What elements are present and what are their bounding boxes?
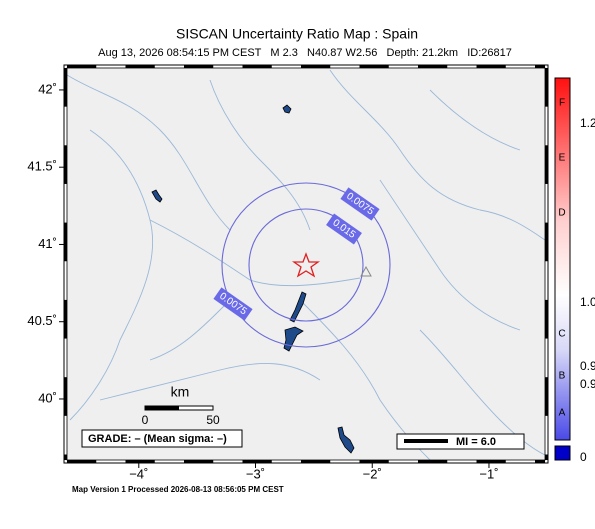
scale-start: 0: [142, 413, 149, 427]
colorbar-number: 0.9: [580, 377, 595, 391]
colorbar-letter: A: [559, 408, 566, 419]
scale-unit: km: [171, 384, 190, 400]
frame-segment: [476, 460, 506, 463]
contour-label-box: [213, 287, 253, 321]
y-tick-label: 41˚: [38, 236, 57, 251]
frame-segment: [184, 460, 214, 463]
frame-segment: [125, 65, 155, 68]
colorbar-letter: E: [559, 153, 566, 164]
scale-bar: km 0 50: [142, 384, 220, 427]
colorbar-letter: D: [558, 208, 565, 219]
frame-segment: [418, 460, 448, 463]
contour-outer: [221, 182, 391, 348]
y-tick-label: 40.5˚: [27, 313, 57, 328]
frame-segment: [64, 145, 67, 184]
frame-segment: [359, 460, 389, 463]
x-tick-label: −3˚: [246, 466, 265, 481]
colorbar-letter: C: [558, 329, 565, 340]
frame-segment: [535, 65, 545, 68]
scale-bar-fill: [145, 406, 179, 410]
colorbar-letter: B: [559, 371, 566, 382]
frame-segment: [125, 460, 155, 463]
frame-segment: [545, 222, 548, 262]
contour-inner: [248, 208, 364, 322]
y-tick-label: 42˚: [38, 81, 57, 96]
colorbar-number: 0.9: [580, 359, 595, 373]
frame-segment: [242, 65, 272, 68]
colorbar-swatch: [554, 445, 571, 461]
colorbar-number: 1.0: [580, 295, 595, 309]
frame-segment: [301, 65, 331, 68]
footer: Map Version 1 Processed 2026-08-13 08:56…: [72, 485, 284, 494]
frame-segment: [535, 460, 545, 463]
map-subtitle: Aug 13, 2026 08:54:15 PM CEST M 2.3 N40.…: [98, 47, 512, 59]
x-tick-label: −2˚: [363, 466, 382, 481]
frame-segment: [476, 65, 506, 68]
frame-segment: [67, 460, 97, 463]
mi-text: MI = 6.0: [456, 436, 496, 448]
station: [360, 265, 372, 277]
frame-segment: [545, 299, 548, 339]
contour-label-box: [326, 213, 362, 245]
frame-segment: [359, 65, 389, 68]
grade-box: [81, 429, 243, 448]
frame-segment: [64, 377, 67, 416]
axis-ticks: −4˚ −3˚ −2˚ −1˚ 42˚ 41.5˚ 41˚ 40.5˚ 40˚: [27, 81, 498, 481]
colorbar-letter: F: [559, 98, 565, 109]
frame-segment: [64, 222, 67, 262]
frame-segment: [301, 460, 331, 463]
frame-segment: [545, 377, 548, 416]
x-tick-label: −1˚: [479, 466, 498, 481]
map-title: SISCAN Uncertainty Ratio Map : Spain: [176, 26, 418, 42]
rivers: [66, 69, 546, 461]
frame-segment: [184, 65, 214, 68]
frame-segment: [64, 299, 67, 339]
frame-segment: [64, 454, 67, 460]
y-tick-label: 40˚: [38, 390, 57, 405]
frame-segment: [242, 460, 272, 463]
colorbar-number: 0: [580, 450, 587, 464]
frame-segment: [67, 65, 97, 68]
colorbar-gradient: [554, 77, 571, 441]
map-frame: [63, 64, 549, 464]
frame-segment: [64, 68, 67, 107]
colorbar: F E D C B A 1.2 1.0 0.9 0.9 0: [554, 77, 595, 464]
epicenter-star: [291, 252, 321, 278]
x-tick-label: −4˚: [129, 466, 148, 481]
colorbar-number: 1.2: [580, 116, 595, 130]
contour-label-box: [340, 187, 380, 221]
mi-box: [396, 433, 525, 450]
frame-segment: [545, 145, 548, 184]
y-tick-label: 41.5˚: [27, 159, 57, 174]
scale-end: 50: [206, 413, 220, 427]
map-area: [67, 68, 545, 460]
frame-segment: [545, 68, 548, 107]
grade-text: GRADE: – (Mean sigma: –): [88, 433, 227, 445]
frame-segment: [545, 454, 548, 460]
frame-segment: [418, 65, 448, 68]
